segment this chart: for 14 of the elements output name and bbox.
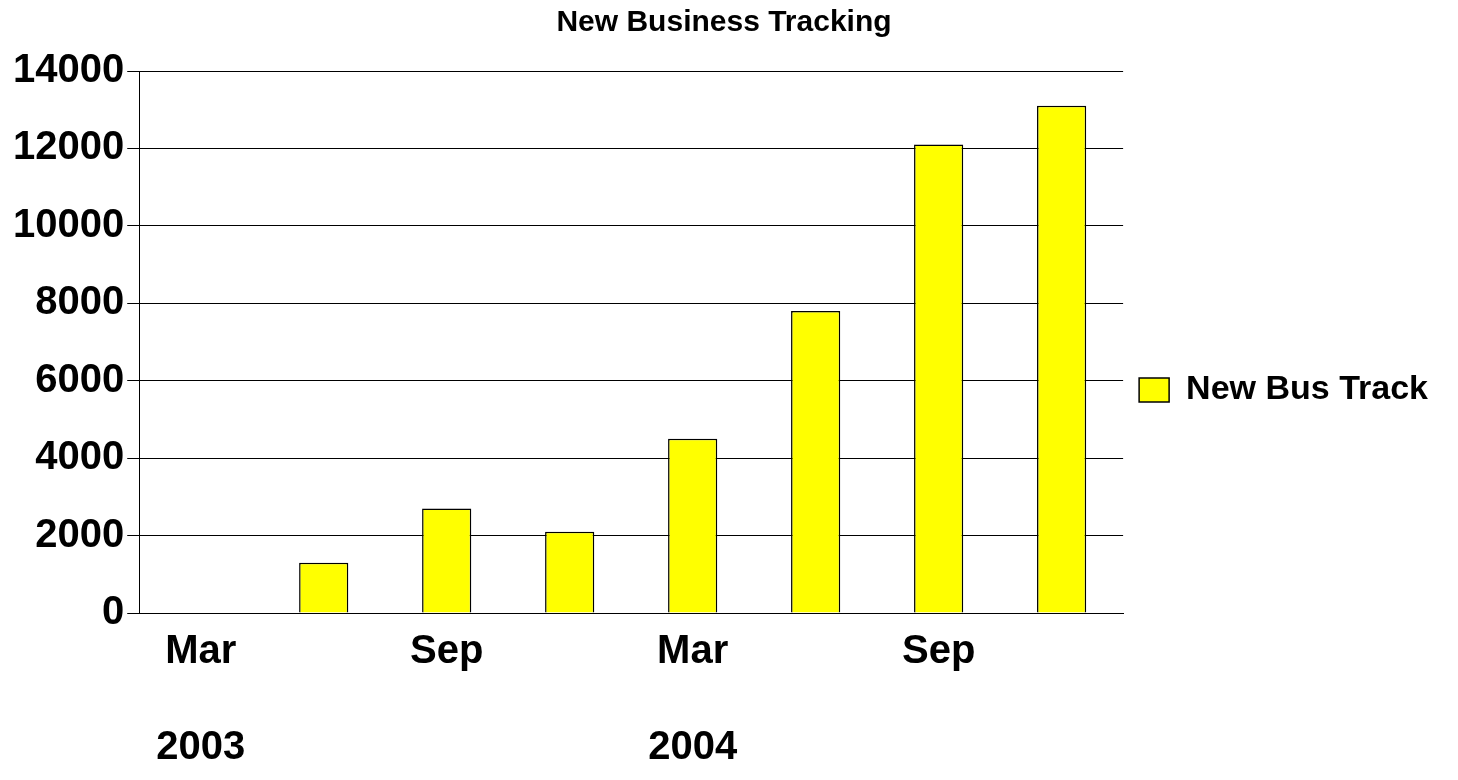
legend-label: New Bus Track (1186, 368, 1429, 407)
y-tick-label: 8000 (35, 278, 125, 323)
chart-title: New Business Tracking (556, 4, 892, 38)
y-tick-label: 10000 (13, 200, 125, 245)
category-label: Mar 2003 (156, 627, 246, 768)
y-tick-label: 6000 (35, 355, 125, 400)
x-tick-label: Sep (901, 627, 976, 672)
y-tick-label: 12000 (13, 123, 125, 168)
y-tick-label: 2000 (35, 510, 125, 555)
y-tick-label: 14000 (13, 46, 125, 91)
x-tick-label: Sep (410, 627, 484, 672)
category-label: Mar 2004 (648, 627, 738, 768)
y-tick-label: 0 (101, 588, 125, 633)
y-tick-label: 4000 (35, 433, 125, 478)
